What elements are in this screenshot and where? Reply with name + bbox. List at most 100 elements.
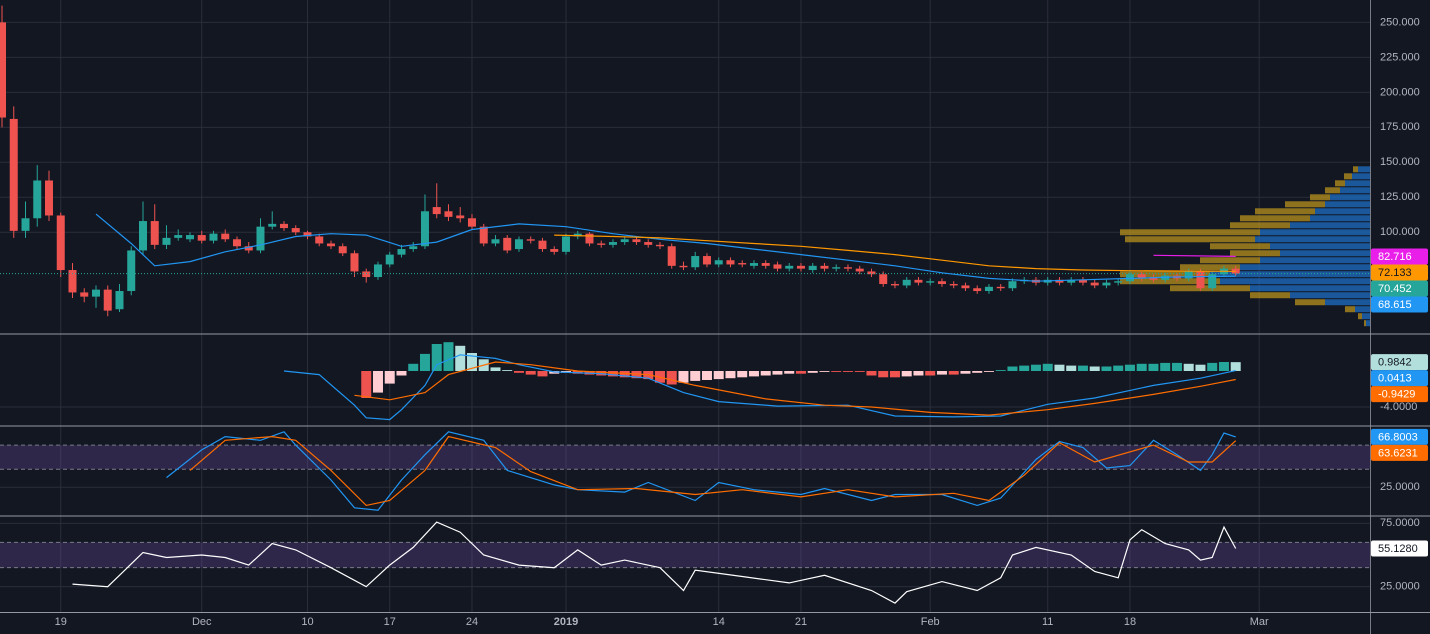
candle-body bbox=[855, 268, 864, 272]
x-tick-label: 14 bbox=[713, 616, 725, 628]
histogram-bar bbox=[866, 371, 877, 376]
histogram-bar bbox=[690, 371, 701, 381]
histogram-bar bbox=[842, 371, 853, 372]
candle-body bbox=[1149, 277, 1158, 280]
price-label-box bbox=[1371, 280, 1428, 297]
histogram-bar bbox=[1207, 362, 1218, 371]
candle-body bbox=[244, 246, 253, 251]
volume-down bbox=[1240, 215, 1310, 222]
histogram-bar bbox=[901, 371, 912, 377]
histogram-bar bbox=[525, 371, 536, 375]
histogram-bar bbox=[936, 371, 947, 375]
candle-body bbox=[138, 221, 147, 251]
volume-up bbox=[1290, 292, 1370, 299]
candle-body bbox=[103, 289, 112, 311]
candle-body bbox=[573, 233, 582, 237]
candle-body bbox=[44, 180, 53, 216]
price-label-box bbox=[1371, 444, 1428, 461]
x-tick-label: 21 bbox=[795, 616, 807, 628]
volume-up bbox=[1340, 187, 1370, 194]
histogram-bar bbox=[1183, 363, 1194, 371]
x-tick-label: 2019 bbox=[554, 616, 578, 628]
candle-body bbox=[1090, 282, 1099, 286]
histogram-bar bbox=[490, 367, 501, 371]
y-tick-label: -4.0000 bbox=[1380, 401, 1417, 413]
histogram-bar bbox=[889, 371, 900, 378]
candle-body bbox=[127, 250, 136, 292]
candle-body bbox=[162, 237, 171, 245]
volume-up bbox=[1220, 278, 1370, 285]
candle-body bbox=[467, 218, 476, 227]
candle-body bbox=[21, 218, 30, 231]
volume-up bbox=[1366, 320, 1370, 327]
histogram-bar bbox=[760, 371, 771, 376]
price-label: 66.8003 bbox=[1378, 431, 1418, 443]
volume-down bbox=[1344, 173, 1352, 180]
pane: 250.000 225.000 200.000 175.000 150.000 125.0… bbox=[0, 5, 1420, 327]
volume-up bbox=[1290, 222, 1370, 229]
volume-down bbox=[1353, 166, 1358, 173]
histogram-bar bbox=[678, 371, 689, 383]
volume-up bbox=[1255, 236, 1370, 243]
candle-body bbox=[350, 253, 359, 272]
candle-body bbox=[1196, 271, 1205, 289]
histogram-bar bbox=[1160, 362, 1171, 371]
histogram-bar bbox=[1042, 363, 1053, 371]
price-label-box bbox=[1371, 386, 1428, 403]
histogram-bar bbox=[537, 371, 548, 377]
y-tick-label: 25.0000 bbox=[1380, 581, 1420, 593]
candle-body bbox=[326, 243, 335, 247]
candle-body bbox=[397, 249, 406, 255]
candle-body bbox=[773, 264, 782, 269]
histogram-bar bbox=[948, 371, 959, 375]
histogram-bar bbox=[666, 371, 677, 385]
indicator-line bbox=[72, 521, 1237, 604]
histogram-bar bbox=[1019, 365, 1030, 371]
histogram-bar bbox=[455, 345, 466, 371]
histogram-bar bbox=[1066, 365, 1077, 371]
candle-body bbox=[514, 239, 523, 250]
candle-body bbox=[832, 267, 841, 269]
histogram-bar bbox=[1171, 362, 1182, 371]
histogram-bar bbox=[925, 371, 936, 376]
candle-body bbox=[949, 284, 958, 286]
candle-body bbox=[0, 22, 6, 118]
volume-down bbox=[1125, 236, 1255, 243]
volume-up bbox=[1210, 271, 1370, 278]
histogram-bar bbox=[878, 371, 889, 378]
candle-body bbox=[409, 246, 418, 250]
candle-body bbox=[914, 279, 923, 283]
pane: -4.0000 bbox=[0, 342, 1417, 421]
price-label: 68.615 bbox=[1378, 299, 1412, 311]
price-label: 72.133 bbox=[1378, 267, 1412, 279]
histogram-bar bbox=[772, 371, 783, 375]
candle-body bbox=[1137, 274, 1146, 279]
x-tick-label: 18 bbox=[1124, 616, 1136, 628]
histogram-bar bbox=[1195, 364, 1206, 371]
histogram-bar bbox=[513, 371, 524, 373]
histogram-bar bbox=[408, 363, 419, 371]
histogram-bar bbox=[807, 371, 818, 373]
y-tick-label: 25.0000 bbox=[1380, 481, 1420, 493]
volume-up bbox=[1260, 257, 1370, 264]
candle-body bbox=[221, 233, 230, 240]
candle-body bbox=[1102, 282, 1111, 286]
volume-down bbox=[1295, 299, 1325, 306]
candle-body bbox=[1231, 268, 1240, 274]
histogram-bar bbox=[1230, 362, 1241, 371]
candle-body bbox=[80, 292, 89, 297]
histogram-bar bbox=[1136, 363, 1147, 371]
volume-up bbox=[1345, 180, 1370, 187]
candle-body bbox=[926, 281, 935, 283]
candle-body bbox=[1114, 281, 1123, 283]
candle-body bbox=[890, 284, 899, 286]
histogram-bar bbox=[1218, 362, 1229, 371]
candle-body bbox=[937, 281, 946, 285]
candle-body bbox=[808, 265, 817, 271]
candle-body bbox=[691, 256, 700, 268]
candle-body bbox=[232, 239, 241, 247]
candle-body bbox=[56, 215, 65, 271]
price-label-box bbox=[1371, 296, 1428, 313]
candle-body bbox=[385, 254, 394, 265]
volume-down bbox=[1325, 187, 1340, 194]
